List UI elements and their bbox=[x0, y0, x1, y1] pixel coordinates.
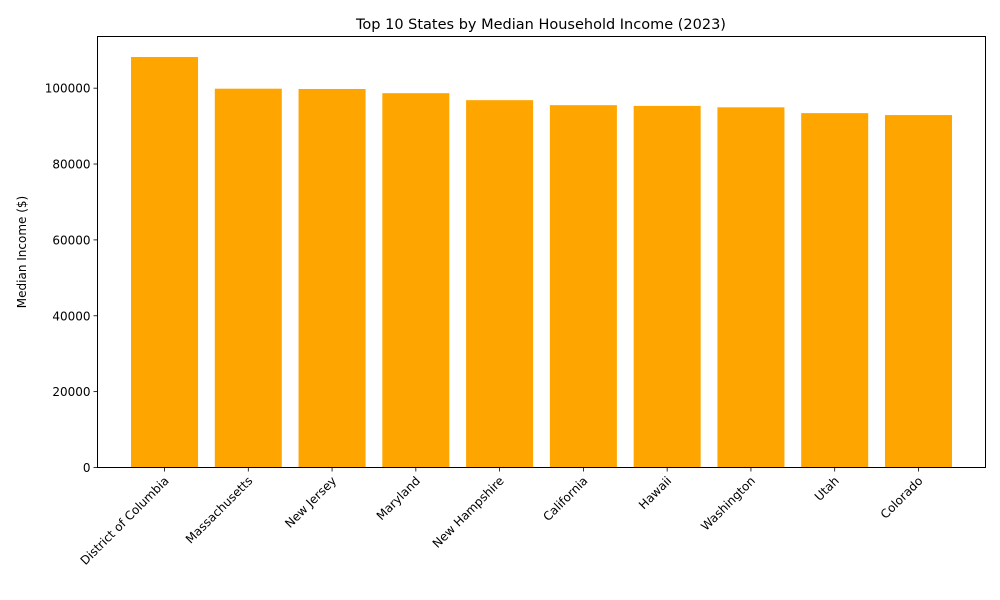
y-tick-label: 40000 bbox=[52, 309, 90, 323]
bars-group bbox=[131, 57, 952, 468]
bar-new-hampshire bbox=[466, 100, 534, 468]
bar-colorado bbox=[884, 115, 952, 468]
plot-frame bbox=[97, 36, 986, 468]
bar-massachusetts bbox=[214, 88, 282, 468]
y-tick-label: 0 bbox=[83, 461, 91, 475]
y-axis-title: Median Income ($) bbox=[15, 196, 29, 308]
y-tick-label: 100000 bbox=[45, 82, 91, 96]
bar-washington bbox=[717, 107, 785, 468]
bar-district-of-columbia bbox=[131, 57, 199, 468]
bar-california bbox=[549, 105, 617, 468]
y-tick-label: 60000 bbox=[52, 233, 90, 247]
y-tick-label: 80000 bbox=[52, 158, 90, 172]
bar-hawaii bbox=[633, 105, 701, 468]
bar-maryland bbox=[382, 93, 450, 468]
bar-new-jersey bbox=[298, 88, 366, 468]
y-axis-ticks: 0 20000 40000 60000 80000 100000 bbox=[45, 82, 98, 475]
y-tick-label: 20000 bbox=[52, 385, 90, 399]
chart-title: Top 10 States by Median Household Income… bbox=[355, 17, 726, 33]
bar-utah bbox=[801, 113, 869, 468]
